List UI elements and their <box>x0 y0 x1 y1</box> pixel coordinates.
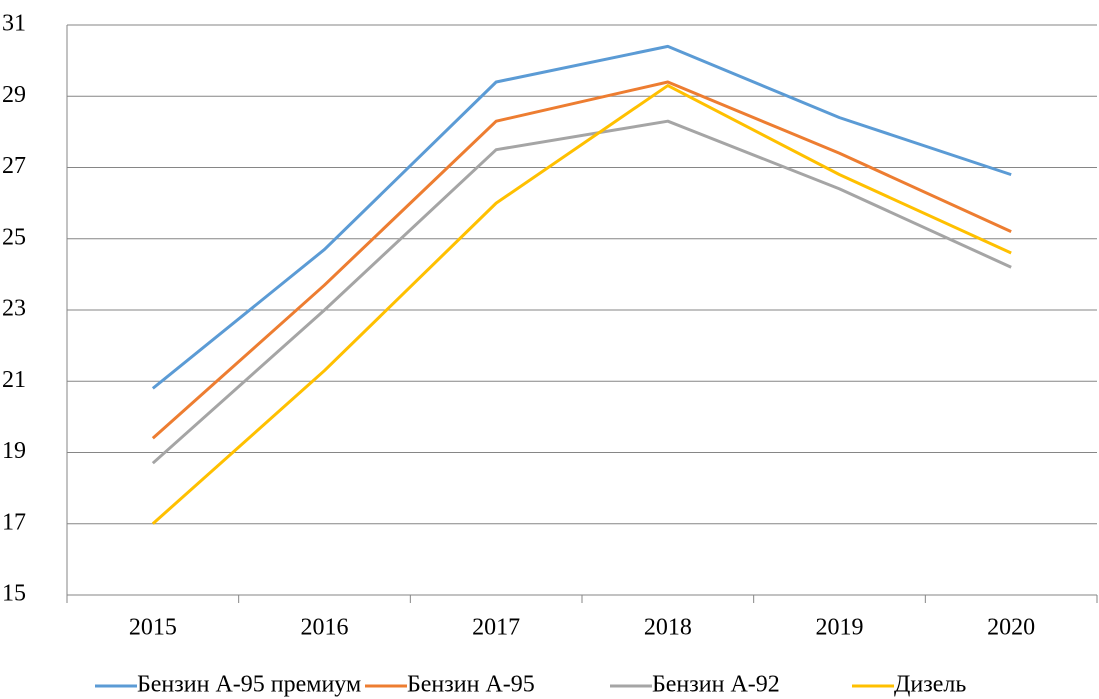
y-tick-label: 23 <box>2 296 26 322</box>
series-line <box>151 80 1012 440</box>
y-tick-label: 21 <box>2 367 26 393</box>
y-tick-label: 15 <box>2 581 26 607</box>
series-line <box>151 84 1012 525</box>
series-line <box>151 119 1012 465</box>
y-tick-label: 27 <box>2 153 26 179</box>
x-tick-label: 2017 <box>472 615 520 641</box>
y-tick-label: 19 <box>2 438 26 464</box>
x-tick-label: 2019 <box>816 615 864 641</box>
legend-label: Дизель <box>894 672 966 698</box>
x-tick-label: 2018 <box>644 615 692 641</box>
y-tick-label: 17 <box>2 509 26 535</box>
legend-label: Бензин А-92 <box>652 672 780 698</box>
series-line <box>151 44 1012 390</box>
x-tick-label: 2015 <box>129 615 177 641</box>
y-tick-label: 31 <box>2 11 26 37</box>
legend-label: Бензин А-95 <box>407 672 535 698</box>
y-tick-label: 25 <box>2 224 26 250</box>
x-tick-label: 2020 <box>987 615 1035 641</box>
legend-label: Бензин А-95 премиум <box>137 672 361 698</box>
x-tick-label: 2016 <box>301 615 349 641</box>
y-tick-label: 29 <box>2 82 26 108</box>
